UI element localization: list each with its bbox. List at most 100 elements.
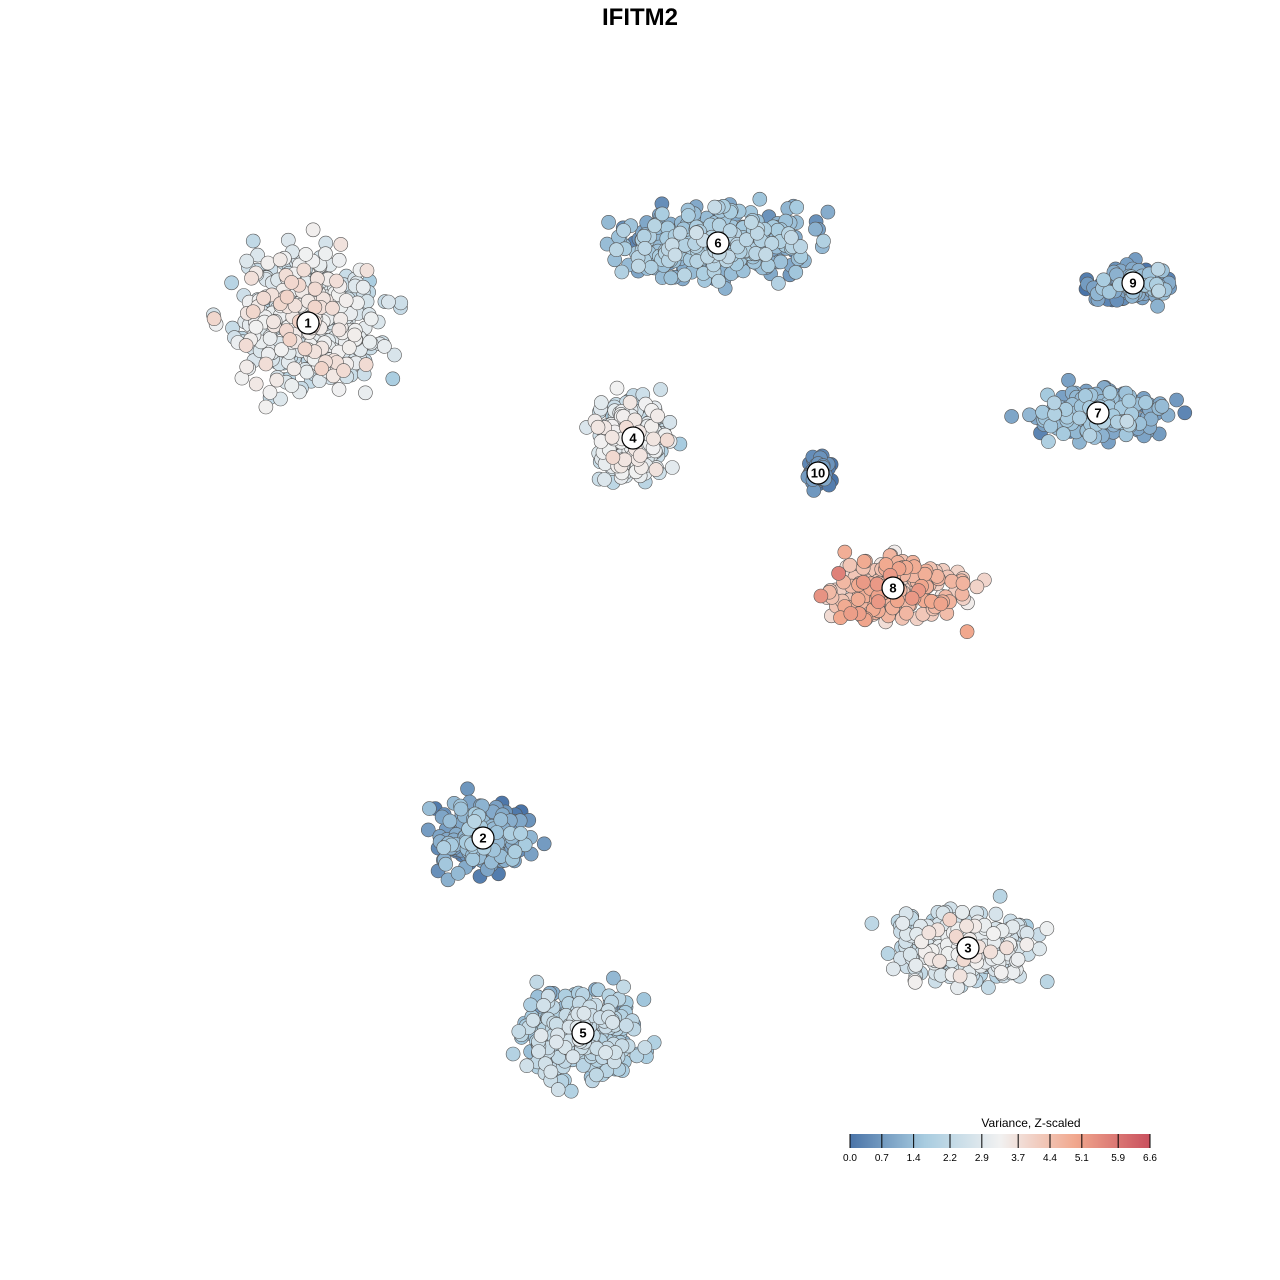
cell-point <box>605 450 621 465</box>
cell-point <box>789 199 805 215</box>
cell-point <box>362 334 378 350</box>
legend-tick-label: 5.1 <box>1075 1153 1089 1164</box>
legend-tick-label: 0.0 <box>843 1153 857 1164</box>
cell-point <box>450 866 466 881</box>
cell-point <box>837 544 853 560</box>
cluster-label-6: 6 <box>706 231 730 255</box>
legend-tick-label: 3.7 <box>1011 1153 1025 1164</box>
cell-point <box>331 252 347 268</box>
cell-point <box>331 382 347 397</box>
cluster-label-text: 1 <box>304 316 311 331</box>
cell-point <box>1119 413 1135 429</box>
cell-point <box>1154 398 1170 414</box>
cell-point <box>677 267 692 283</box>
cluster-label-7: 7 <box>1086 401 1110 425</box>
cell-point <box>262 331 278 346</box>
cell-point <box>593 395 609 410</box>
cell-point <box>895 915 911 931</box>
cell-point <box>531 1044 546 1059</box>
cell-point <box>533 1028 549 1043</box>
cell-point <box>519 1058 535 1073</box>
cell-point <box>773 254 789 270</box>
cell-point <box>654 206 670 222</box>
cluster-label-badge <box>956 936 980 960</box>
cell-point <box>296 262 312 278</box>
cell-point <box>239 359 254 375</box>
cell-point <box>614 264 630 280</box>
cell-point <box>525 1012 541 1028</box>
cell-point <box>436 840 452 856</box>
cell-point <box>808 221 823 237</box>
cell-point <box>442 813 458 829</box>
cell-point <box>605 1015 620 1030</box>
cell-point <box>511 1024 527 1039</box>
cell-point <box>680 208 696 223</box>
legend-tick-label: 5.9 <box>1111 1153 1125 1164</box>
cell-point <box>505 1046 521 1062</box>
cell-point <box>618 1018 634 1033</box>
cell-point <box>297 341 313 357</box>
cell-point <box>992 888 1008 904</box>
cluster-label-text: 2 <box>479 831 486 846</box>
cluster-label-text: 7 <box>1094 406 1101 421</box>
cell-point <box>355 279 371 295</box>
cell-point <box>921 925 937 941</box>
cell-point <box>908 957 924 973</box>
cell-point <box>646 431 661 447</box>
cell-point <box>329 273 344 289</box>
cell-point <box>274 342 289 358</box>
cell-point <box>604 429 620 445</box>
cell-point <box>598 1045 613 1060</box>
cell-point <box>771 275 786 291</box>
cell-point <box>659 432 675 448</box>
cell-point <box>333 237 349 252</box>
cell-point <box>269 372 285 388</box>
cell-point <box>1169 392 1184 408</box>
cell-point <box>631 258 646 274</box>
cell-point <box>758 247 774 262</box>
cell-point <box>783 230 799 245</box>
cell-point <box>336 363 351 378</box>
cluster-label-badge <box>1121 271 1145 295</box>
cell-point <box>648 462 664 477</box>
cell-point <box>377 339 392 354</box>
cluster-label-badge <box>571 1021 595 1045</box>
cell-point <box>689 225 704 240</box>
cell-point <box>548 1034 564 1050</box>
cell-point <box>981 980 996 995</box>
legend-tick-label: 2.2 <box>943 1153 957 1164</box>
cell-point <box>325 300 340 316</box>
cell-point <box>341 340 357 355</box>
legend-tick-label: 6.6 <box>1143 1153 1157 1164</box>
cluster-label-5: 5 <box>571 1021 595 1045</box>
cell-point <box>493 812 509 828</box>
cell-point <box>262 385 278 400</box>
cell-point <box>1082 428 1098 443</box>
cluster-label-badge <box>1086 401 1110 425</box>
cluster-label-badge <box>471 826 495 850</box>
cell-point <box>933 596 949 612</box>
legend: Variance, Z-scaled 0.0 0.7 1.4 2.2 2.9 3.7 4.4… <box>843 1116 1157 1164</box>
cell-point <box>999 940 1015 956</box>
cell-point <box>959 918 974 934</box>
cell-point <box>576 1006 592 1021</box>
cell-point <box>1101 284 1117 300</box>
cell-point <box>590 419 606 435</box>
cell-point <box>507 844 523 860</box>
cell-point <box>1022 407 1037 423</box>
cell-point <box>622 395 638 410</box>
cell-point <box>672 225 688 241</box>
legend-title: Variance, Z-scaled <box>981 1116 1080 1130</box>
cell-point <box>871 594 886 610</box>
cell-point <box>764 236 780 251</box>
cluster-label-9: 9 <box>1121 271 1145 295</box>
cell-point <box>662 414 678 430</box>
cell-point <box>986 926 1001 941</box>
cell-point <box>632 448 648 463</box>
cell-point <box>864 916 880 931</box>
cluster-label-1: 1 <box>296 311 320 335</box>
cell-point <box>453 801 469 817</box>
cell-point <box>279 289 295 305</box>
cell-point <box>831 566 846 581</box>
